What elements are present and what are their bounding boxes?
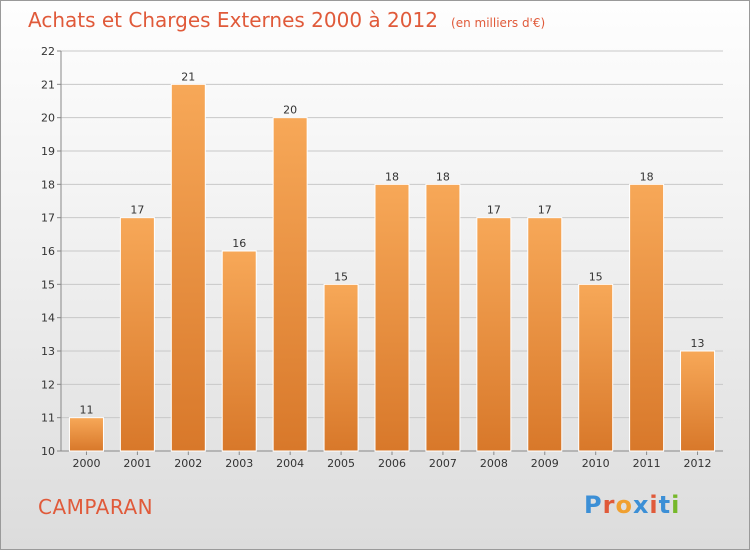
logo-letter: x: [632, 491, 650, 519]
y-tick-label: 16: [41, 245, 55, 258]
y-tick-label: 13: [41, 345, 55, 358]
bar-value-label: 20: [283, 104, 297, 117]
title-row: Achats et Charges Externes 2000 à 2012 (…: [28, 8, 545, 32]
x-tick-label: 2006: [378, 457, 406, 470]
x-tick-label: 2002: [174, 457, 202, 470]
logo-letter: r: [602, 491, 616, 519]
y-tick-label: 12: [41, 378, 55, 391]
bar[interactable]: [323, 283, 359, 452]
y-tick-label: 15: [41, 278, 55, 291]
logo-letter: t: [658, 491, 672, 519]
x-tick-label: 2012: [684, 457, 712, 470]
x-tick-label: 2007: [429, 457, 457, 470]
unit-label: (en milliers d'€): [451, 16, 546, 30]
bar[interactable]: [272, 117, 308, 452]
bar-value-label: 21: [181, 70, 195, 83]
bar-value-label: 16: [232, 237, 246, 250]
logo-letter: o: [615, 491, 633, 519]
bar[interactable]: [476, 217, 512, 452]
commune-name: CAMPARAN: [38, 495, 154, 519]
y-tick-label: 14: [41, 312, 55, 325]
y-tick-label: 18: [41, 178, 55, 191]
logo-letter: i: [649, 491, 659, 519]
bar-value-label: 18: [385, 170, 399, 183]
x-tick-label: 2011: [633, 457, 661, 470]
bar[interactable]: [119, 217, 155, 452]
x-tick-label: 2000: [72, 457, 100, 470]
y-tick-label: 10: [41, 445, 55, 458]
bar-value-label: 15: [589, 270, 603, 283]
y-tick-label: 19: [41, 145, 55, 158]
x-tick-label: 2001: [123, 457, 151, 470]
logo-letter: i: [671, 491, 681, 519]
bar[interactable]: [170, 83, 206, 452]
x-tick-label: 2010: [582, 457, 610, 470]
y-tick-label: 17: [41, 212, 55, 225]
logo-letter: P: [584, 491, 603, 519]
bar-value-label: 18: [640, 170, 654, 183]
bar[interactable]: [425, 183, 461, 452]
x-tick-label: 2004: [276, 457, 304, 470]
bar[interactable]: [629, 183, 665, 452]
bar-value-label: 15: [334, 270, 348, 283]
proxiti-logo[interactable]: Proxiti: [584, 491, 680, 519]
bar-value-label: 17: [130, 204, 144, 217]
bar[interactable]: [527, 217, 563, 452]
x-tick-label: 2009: [531, 457, 559, 470]
bar-value-label: 18: [436, 170, 450, 183]
bar-value-label: 17: [538, 204, 552, 217]
bar-value-label: 13: [691, 337, 705, 350]
x-tick-label: 2005: [327, 457, 355, 470]
y-tick-label: 21: [41, 78, 55, 91]
x-tick-label: 2003: [225, 457, 253, 470]
bar-value-label: 11: [79, 404, 93, 417]
bar-value-label: 17: [487, 204, 501, 217]
bar[interactable]: [578, 283, 614, 452]
x-tick-label: 2008: [480, 457, 508, 470]
bar[interactable]: [374, 183, 410, 452]
bar[interactable]: [680, 350, 716, 452]
y-tick-label: 22: [41, 45, 55, 58]
chart-title: Achats et Charges Externes 2000 à 2012: [28, 8, 438, 32]
y-tick-label: 20: [41, 112, 55, 125]
y-tick-label: 11: [41, 412, 55, 425]
bar[interactable]: [68, 417, 104, 452]
bar[interactable]: [221, 250, 257, 452]
